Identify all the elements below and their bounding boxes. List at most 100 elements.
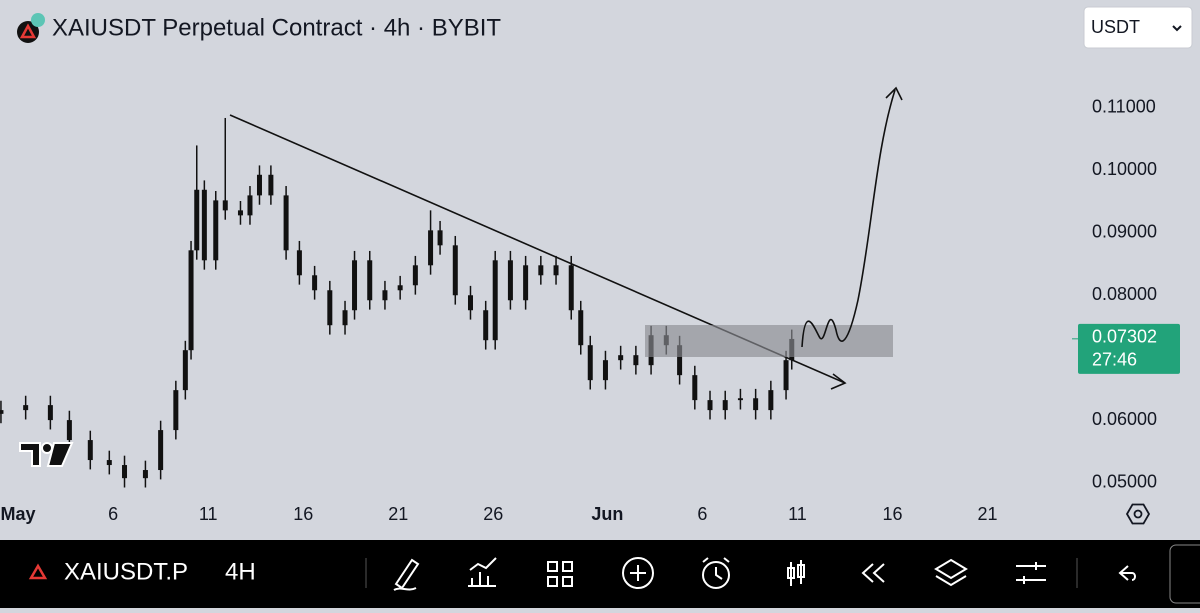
add-icon[interactable]	[622, 557, 654, 589]
candle-body	[213, 200, 219, 261]
candle-body	[296, 250, 302, 276]
candle-body	[483, 310, 489, 341]
candles-icon[interactable]	[787, 560, 805, 586]
toolbar-interval[interactable]: 4H	[225, 558, 256, 585]
candle-body	[0, 410, 4, 414]
indicators-icon[interactable]	[468, 557, 497, 587]
y-tick-label: 0.06000	[1092, 409, 1157, 429]
candle-body	[692, 375, 698, 401]
x-tick-label: 6	[697, 504, 707, 524]
candle-body	[222, 200, 228, 211]
candle-body	[23, 405, 29, 411]
candle-body	[367, 260, 373, 301]
last-price-label: 0.07302	[1092, 327, 1157, 347]
candle-body	[618, 355, 624, 361]
dropdown-caret	[1172, 25, 1182, 32]
candle-body	[194, 189, 200, 251]
x-tick-label: 16	[882, 504, 902, 524]
candle-body	[737, 398, 743, 401]
candle-body	[507, 260, 513, 301]
currency-label[interactable]: USDT	[1091, 17, 1140, 37]
candle-body	[722, 400, 728, 411]
candle-body	[87, 440, 93, 461]
candle-body	[523, 265, 529, 301]
zone-box	[645, 325, 893, 357]
settings-sliders-icon[interactable]	[1016, 562, 1046, 584]
toolbar-logo	[28, 563, 48, 580]
candle-body	[327, 290, 333, 326]
candle-body	[158, 430, 164, 471]
toolbar-edge	[1169, 544, 1200, 604]
candle-body	[587, 345, 593, 381]
toolbar	[0, 540, 1200, 608]
y-tick-label: 0.08000	[1092, 284, 1157, 304]
y-tick-label: 0.10000	[1092, 159, 1157, 179]
candle-body	[783, 360, 789, 391]
x-tick-label: 26	[483, 504, 503, 524]
candle-body	[47, 405, 53, 421]
layers-icon[interactable]	[934, 558, 968, 587]
candle-body	[467, 295, 473, 311]
alert-icon[interactable]	[702, 561, 730, 589]
x-tick-label: 21	[388, 504, 408, 524]
projection-path	[801, 89, 896, 348]
x-tick-label: May	[1, 504, 36, 524]
candle-body	[382, 290, 388, 301]
candle-body	[122, 465, 128, 479]
x-tick-label: 21	[978, 504, 998, 524]
candle-body	[677, 345, 683, 376]
candle-body	[707, 400, 713, 411]
projection-arrow-head	[885, 86, 903, 101]
trend-arrow-head	[830, 373, 847, 390]
candle-body	[237, 210, 243, 216]
candle-body	[437, 230, 443, 246]
candle-body	[602, 360, 608, 381]
candle-body	[397, 285, 403, 291]
candle-body	[352, 260, 358, 311]
candle-body	[188, 250, 194, 351]
replay-icon[interactable]	[861, 563, 885, 583]
layout-icon[interactable]	[547, 561, 573, 587]
candle-body	[247, 195, 253, 216]
toolbar-symbol[interactable]: XAIUSDT.P	[64, 558, 188, 585]
y-tick-label: 0.05000	[1092, 471, 1157, 491]
candle-body	[342, 310, 348, 326]
back-icon[interactable]	[1118, 565, 1136, 581]
candle-body	[568, 265, 574, 311]
settings-icon[interactable]	[1125, 503, 1151, 525]
x-tick-label: 11	[788, 504, 807, 524]
logo-triangle	[19, 23, 37, 39]
candle-body	[173, 390, 179, 431]
candle-body	[768, 390, 774, 411]
candle-body	[312, 275, 318, 291]
y-tick-label: 0.09000	[1092, 222, 1157, 242]
x-tick-label: 16	[293, 504, 313, 524]
countdown-label: 27:46	[1092, 350, 1137, 370]
currency-dropdown[interactable]	[1083, 6, 1193, 49]
x-tick-label: 6	[108, 504, 118, 524]
candle-body	[452, 245, 458, 296]
candle-body	[256, 174, 262, 196]
candle-body	[578, 310, 584, 346]
candle-body	[412, 265, 418, 286]
candle-body	[492, 260, 498, 341]
toolbar-icons	[393, 557, 1136, 591]
candle-body	[283, 195, 289, 251]
candle-body	[201, 189, 207, 261]
candle-body	[66, 420, 72, 441]
tv-logo	[19, 442, 74, 467]
candle-body	[268, 174, 274, 196]
coin-badge	[31, 13, 45, 27]
candle-body	[633, 355, 639, 366]
candle-body	[182, 350, 188, 391]
draw-icon[interactable]	[393, 558, 420, 591]
y-tick-label: 0.11000	[1092, 97, 1156, 117]
candle-body	[538, 265, 544, 276]
chart-title: XAIUSDT Perpetual Contract · 4h · BYBIT	[52, 14, 501, 41]
chart-background	[0, 0, 1200, 540]
candle-body	[142, 470, 148, 479]
candle-body	[553, 265, 559, 276]
last-price-box	[1078, 323, 1180, 374]
